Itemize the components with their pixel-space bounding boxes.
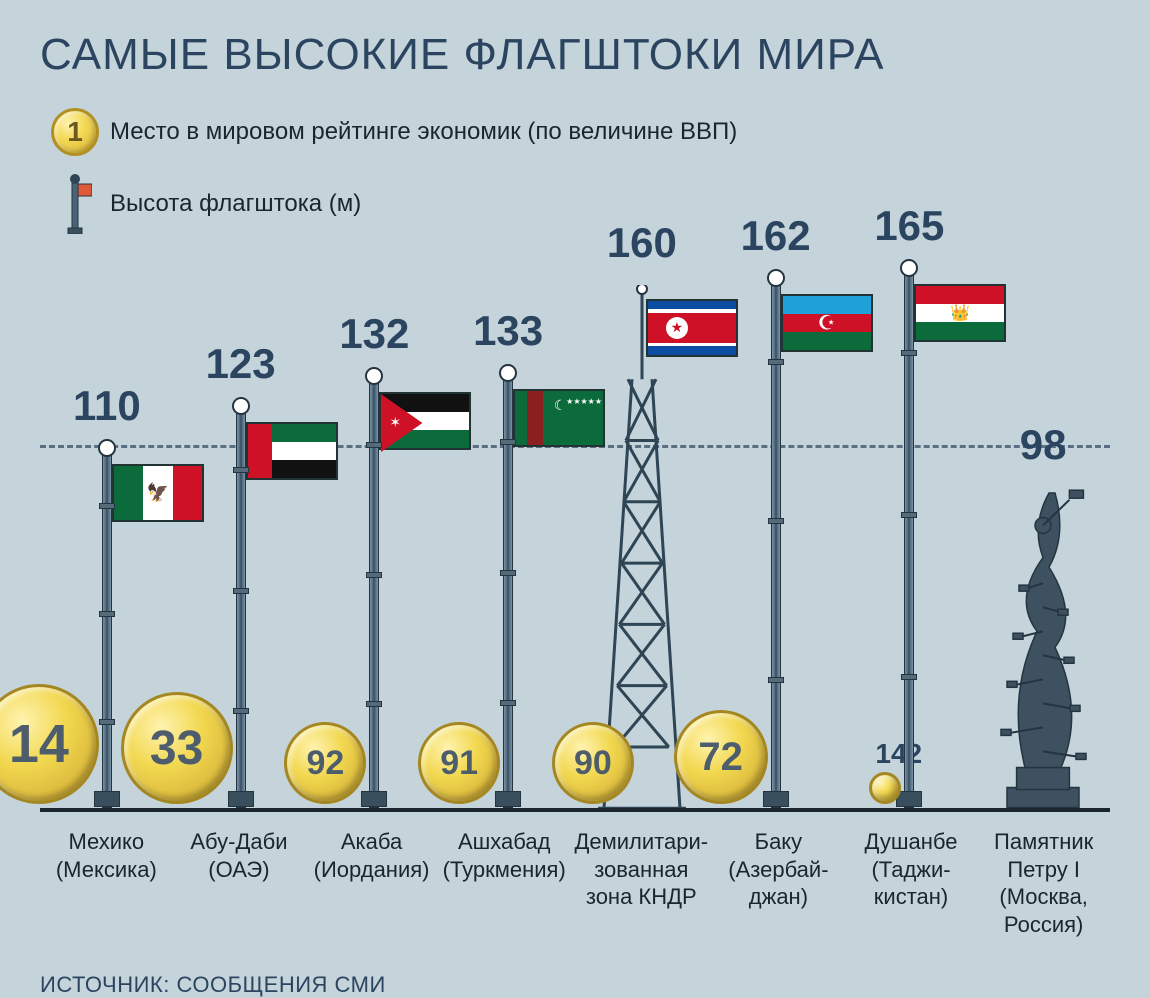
rank-coin: 72 bbox=[674, 710, 768, 804]
rank-coin: 14 bbox=[0, 684, 99, 804]
coin-icon: 1 bbox=[51, 108, 99, 156]
chart-item: 165👑142 bbox=[843, 252, 977, 808]
height-value: 133 bbox=[441, 307, 575, 355]
rank-value: 142 bbox=[875, 738, 922, 770]
chart: 110🦅1412333132 ✶92133 ☾ ★★★★★ 91160 bbox=[40, 252, 1110, 812]
height-value: 132 bbox=[308, 310, 442, 358]
height-value: 110 bbox=[40, 382, 174, 430]
x-label: Душанбе(Таджи-кистан) bbox=[845, 828, 978, 938]
chart-item: 98 bbox=[976, 252, 1110, 808]
rank-coin: 91 bbox=[418, 722, 500, 804]
x-label: Ашхабад(Туркмения) bbox=[438, 828, 571, 938]
x-axis-labels: Мехико(Мексика)Абу-Даби(ОАЭ)Акаба(Иордан… bbox=[40, 828, 1110, 938]
flagpole bbox=[236, 406, 246, 808]
legend-rank-text: Место в мировом рейтинге экономик (по ве… bbox=[110, 118, 737, 146]
source-text: ИСТОЧНИК: СООБЩЕНИЯ СМИ bbox=[40, 972, 1110, 998]
x-label: ПамятникПетру I(Москва,Россия) bbox=[977, 828, 1110, 938]
rank-coin: 92 bbox=[284, 722, 366, 804]
chart-item: 132 ✶92 bbox=[308, 252, 442, 808]
x-label: Акаба(Иордания) bbox=[305, 828, 438, 938]
height-value: 165 bbox=[843, 202, 977, 250]
rank-coin: 90 bbox=[552, 722, 634, 804]
bar-items: 110🦅1412333132 ✶92133 ☾ ★★★★★ 91160 bbox=[40, 252, 1110, 808]
flagpole-icon bbox=[58, 174, 92, 234]
x-label: Мехико(Мексика) bbox=[40, 828, 173, 938]
flagpole bbox=[369, 376, 379, 808]
flagpole bbox=[102, 448, 112, 808]
monument-icon bbox=[983, 487, 1103, 808]
height-value: 160 bbox=[575, 219, 709, 267]
chart-item: 12333 bbox=[174, 252, 308, 808]
page-title: САМЫЕ ВЫСОКИЕ ФЛАГШТОКИ МИРА bbox=[40, 30, 1110, 80]
x-label: Абу-Даби(ОАЭ) bbox=[173, 828, 306, 938]
flagpole bbox=[904, 268, 914, 808]
chart-item: 162☪72 bbox=[709, 252, 843, 808]
chart-item: 133 ☾ ★★★★★ 91 bbox=[441, 252, 575, 808]
height-value: 98 bbox=[976, 421, 1110, 469]
height-value: 162 bbox=[709, 212, 843, 260]
x-label: Демилитари-зованнаязона КНДР bbox=[571, 828, 713, 938]
x-label: Баку(Азербай-джан) bbox=[712, 828, 845, 938]
legend-height-text: Высота флагштока (м) bbox=[110, 190, 361, 218]
rank-coin: 33 bbox=[121, 692, 233, 804]
flagpole bbox=[503, 373, 513, 808]
baseline bbox=[40, 808, 1110, 812]
legend-rank: 1 Место в мировом рейтинге экономик (по … bbox=[40, 108, 1110, 156]
height-value: 123 bbox=[174, 340, 308, 388]
flagpole bbox=[771, 278, 781, 808]
